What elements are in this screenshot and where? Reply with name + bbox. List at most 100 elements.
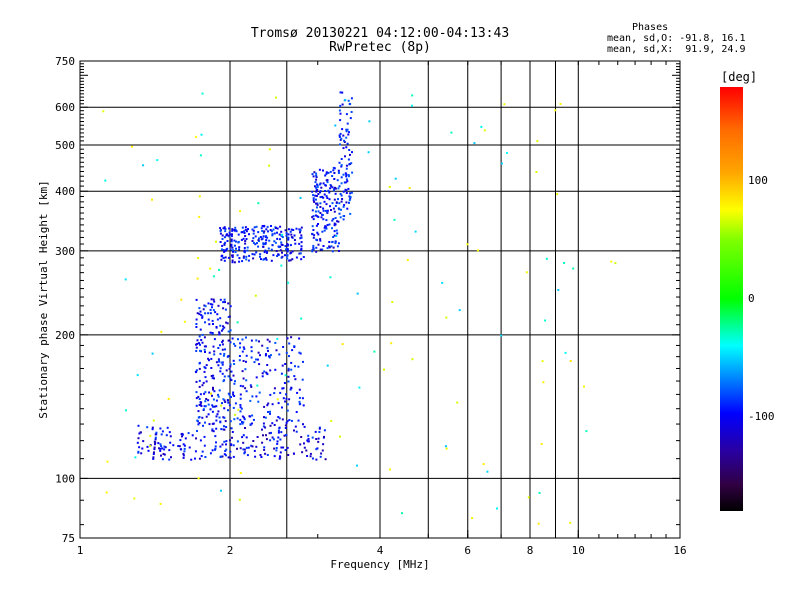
data-point (232, 249, 235, 252)
data-point (323, 435, 325, 438)
data-point (476, 249, 479, 252)
data-point (414, 230, 417, 233)
data-point (346, 128, 349, 131)
data-point (199, 328, 202, 331)
data-point (250, 339, 253, 342)
data-point (133, 497, 136, 500)
data-point (388, 185, 391, 188)
data-point (480, 125, 483, 128)
data-point (198, 398, 201, 400)
data-point (348, 149, 351, 151)
data-point (563, 262, 566, 264)
data-point (262, 231, 265, 234)
data-point (242, 377, 245, 380)
data-point (311, 436, 314, 439)
data-point (221, 363, 224, 366)
data-point (195, 404, 198, 407)
data-point (211, 404, 214, 407)
data-point (226, 240, 229, 242)
data-point (239, 404, 242, 406)
data-point (239, 418, 242, 421)
data-point (139, 431, 142, 434)
data-point (213, 353, 216, 356)
data-point (281, 233, 284, 236)
data-point (340, 200, 343, 203)
data-point (198, 457, 201, 460)
data-point (203, 370, 206, 373)
data-point (299, 196, 302, 199)
data-point (322, 443, 325, 446)
data-point (572, 267, 575, 270)
data-point (296, 391, 299, 394)
data-point (312, 199, 315, 202)
data-point (293, 429, 295, 432)
data-point (323, 200, 326, 203)
data-point (227, 399, 229, 402)
data-point (224, 230, 227, 233)
data-point (286, 446, 289, 449)
data-point (285, 351, 288, 354)
data-point (288, 355, 290, 358)
data-point (278, 246, 281, 249)
data-point (214, 311, 217, 314)
data-point (263, 251, 266, 254)
data-point (345, 128, 348, 131)
data-point (348, 201, 350, 204)
data-point (326, 364, 329, 367)
data-point (316, 206, 318, 209)
data-point (338, 136, 341, 138)
data-point (322, 218, 325, 221)
data-point (279, 455, 281, 458)
data-point (250, 346, 253, 349)
data-point (212, 309, 215, 312)
data-point (216, 313, 219, 316)
data-point (271, 234, 274, 237)
data-point (232, 455, 235, 458)
data-point (338, 250, 340, 252)
data-point (187, 432, 190, 435)
data-point (263, 230, 266, 233)
data-point (345, 167, 348, 170)
data-point (411, 358, 414, 361)
data-point (252, 418, 255, 421)
data-point (312, 194, 315, 197)
data-point (289, 230, 292, 233)
data-point (252, 241, 255, 244)
data-point (136, 441, 139, 444)
data-point (334, 217, 337, 219)
data-point (332, 218, 335, 220)
data-point (190, 458, 193, 461)
data-point (298, 351, 301, 354)
data-point (500, 162, 503, 165)
data-point (256, 436, 259, 438)
data-point (243, 251, 246, 254)
data-point (275, 349, 278, 352)
data-point (298, 337, 301, 340)
data-point (231, 431, 234, 433)
data-point (195, 391, 198, 394)
data-point (155, 433, 158, 436)
data-point (273, 392, 276, 395)
data-point (286, 409, 289, 412)
data-point (324, 225, 327, 228)
data-point (544, 319, 547, 322)
data-point (219, 367, 222, 370)
data-point (456, 401, 459, 404)
data-point (473, 142, 476, 145)
data-point (227, 456, 230, 459)
data-point (247, 228, 249, 231)
data-point (315, 198, 317, 201)
data-point (299, 229, 302, 232)
data-point (232, 391, 235, 394)
data-point (131, 145, 134, 148)
data-point (312, 457, 314, 460)
data-point (242, 360, 245, 362)
data-point (340, 164, 343, 167)
data-point (277, 416, 280, 418)
data-point (249, 384, 252, 387)
data-point (198, 342, 200, 345)
series-f1-cusp-trace (194, 298, 232, 426)
data-point (331, 175, 334, 177)
data-point (231, 337, 234, 340)
data-point (207, 312, 210, 315)
